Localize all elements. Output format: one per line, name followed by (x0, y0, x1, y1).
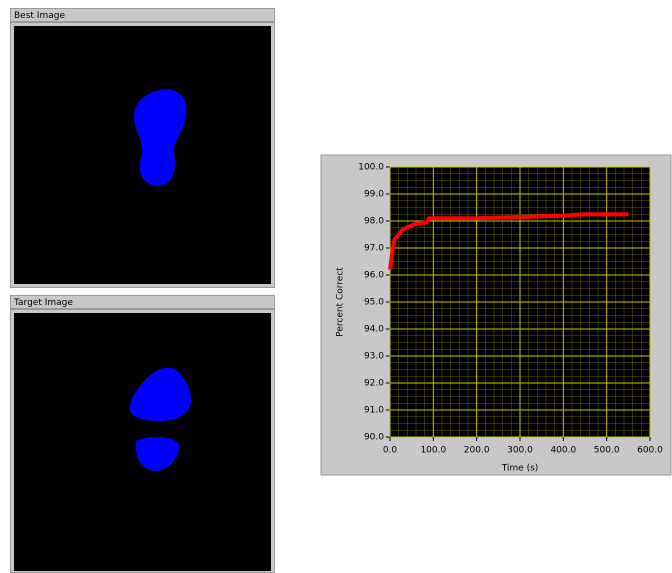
panel-title: Target Image (10, 295, 275, 309)
panel-title: Best Image (10, 8, 275, 22)
y-tick-label: 92.0 (364, 379, 384, 389)
x-tick-label: 100.0 (420, 446, 446, 456)
x-tick-label: 300.0 (507, 446, 533, 456)
target-image (14, 313, 271, 571)
x-tick-label: 400.0 (550, 446, 576, 456)
y-tick-label: 100.0 (358, 163, 384, 173)
chart: Percent Correct Time (s) 90.0 91.0 92.0 93.… (320, 154, 672, 476)
x-tick-label: 500.0 (594, 446, 620, 456)
y-tick-label: 96.0 (364, 271, 384, 281)
x-tick-label: 200.0 (464, 446, 490, 456)
y-tick-label: 91.0 (364, 406, 384, 416)
page: {"panels": [{"title": "Best Image"}, {"t… (0, 0, 672, 573)
x-tick-label: 600.0 (637, 446, 663, 456)
y-tick-label: 93.0 (364, 352, 384, 362)
y-tick-label: 99.0 (364, 190, 384, 200)
y-tick-label: 94.0 (364, 325, 384, 335)
y-tick-label: 95.0 (364, 298, 384, 308)
y-tick-label: 90.0 (364, 433, 384, 443)
y-tick-label: 98.0 (364, 217, 384, 227)
image-panel (10, 309, 275, 573)
best-image (14, 26, 271, 284)
image-panel (10, 22, 275, 288)
y-tick-label: 97.0 (364, 244, 384, 254)
y-axis-label: Percent Correct (336, 267, 346, 337)
x-tick-label: 0.0 (383, 446, 398, 456)
x-axis-label: Time (s) (501, 464, 539, 474)
